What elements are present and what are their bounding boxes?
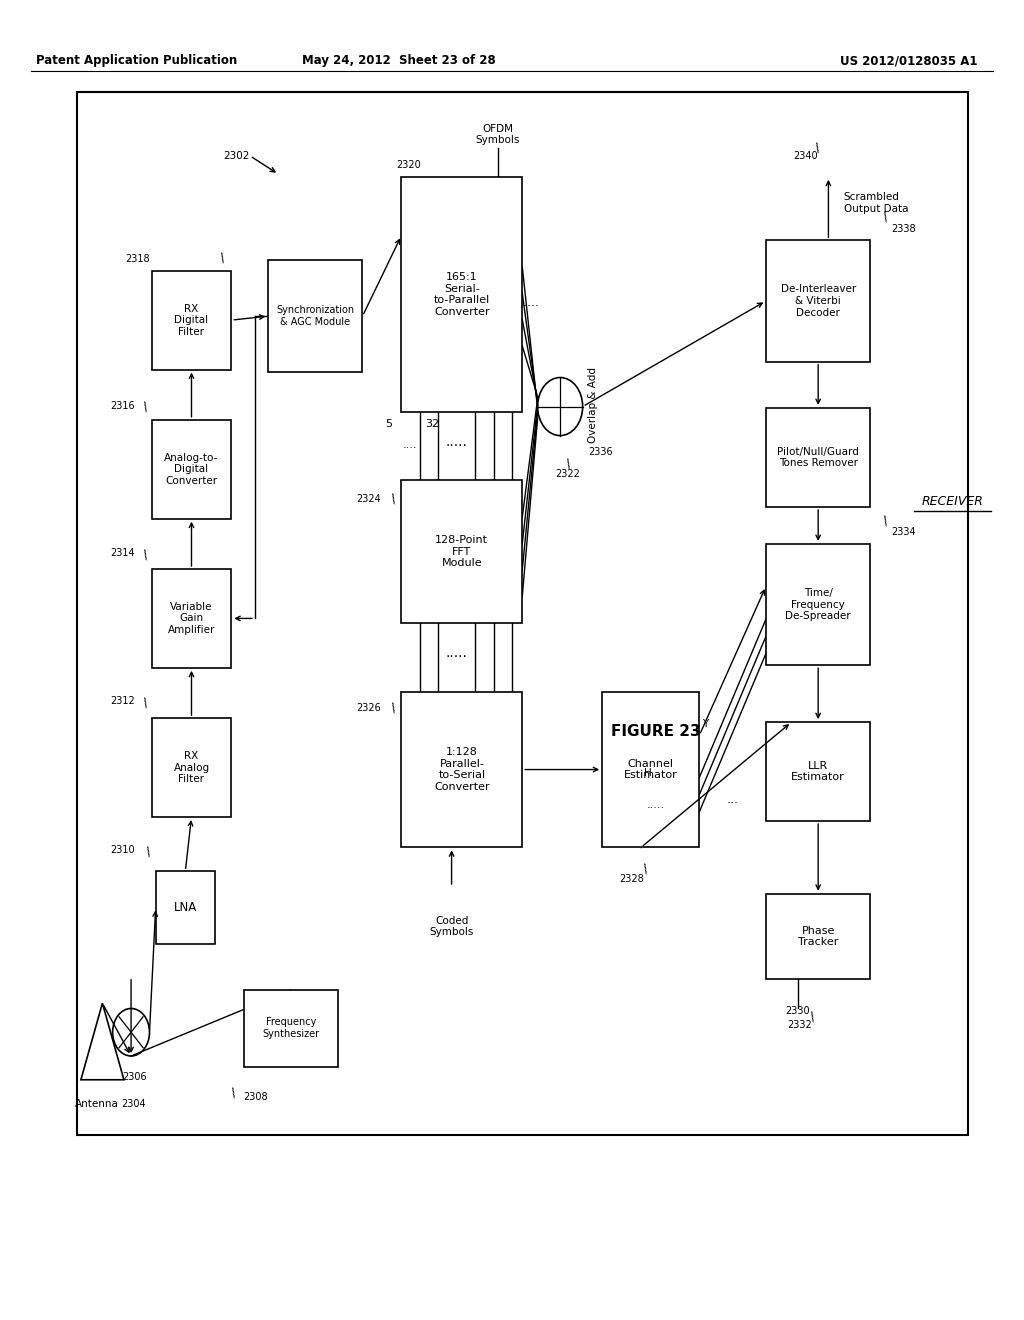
Text: 2308: 2308 [244,1092,268,1102]
Text: 2314: 2314 [111,548,135,558]
Text: Phase
Tracker: Phase Tracker [798,925,839,948]
FancyBboxPatch shape [766,722,870,821]
FancyBboxPatch shape [152,718,231,817]
Text: /: / [140,400,151,413]
Text: /: / [563,457,573,470]
Text: 2334: 2334 [891,527,915,537]
Text: /: / [641,862,650,875]
Text: /: / [143,845,154,858]
Text: May 24, 2012  Sheet 23 of 28: May 24, 2012 Sheet 23 of 28 [302,54,497,67]
Text: Overlap & Add: Overlap & Add [588,367,598,444]
Text: 2310: 2310 [111,845,135,855]
Text: FIGURE 23: FIGURE 23 [610,725,700,739]
Text: 2306: 2306 [122,1072,146,1082]
Text: 2340: 2340 [794,150,818,161]
Text: 2326: 2326 [356,702,381,713]
Text: ·····: ····· [445,651,468,664]
Text: 2324: 2324 [356,494,381,504]
Text: ·····: ····· [520,300,540,313]
Text: Coded
Symbols: Coded Symbols [429,916,474,937]
Text: ·····: ····· [445,440,468,453]
Text: Time/
Frequency
De-Spreader: Time/ Frequency De-Spreader [785,587,851,622]
Text: 2316: 2316 [111,400,135,411]
Text: .....: ..... [646,800,665,809]
Text: /: / [140,696,151,709]
Text: 1:128
Parallel-
to-Serial
Converter: 1:128 Parallel- to-Serial Converter [434,747,489,792]
Text: 5: 5 [386,418,392,429]
Text: /: / [881,210,891,223]
Text: /: / [389,701,399,714]
FancyBboxPatch shape [401,480,522,623]
Text: /: / [808,1010,818,1023]
Text: 2332: 2332 [787,1019,812,1030]
Text: /: / [813,141,823,154]
Text: 2312: 2312 [111,696,135,706]
Text: 2318: 2318 [125,253,150,264]
FancyBboxPatch shape [602,692,699,847]
FancyBboxPatch shape [766,544,870,665]
Text: ···: ··· [727,797,738,810]
Text: 32: 32 [425,418,439,429]
FancyBboxPatch shape [766,240,870,362]
FancyBboxPatch shape [766,408,870,507]
Text: 2338: 2338 [891,223,915,234]
Text: Pilot/Null/Guard
Tones Remover: Pilot/Null/Guard Tones Remover [777,446,859,469]
Text: 2322: 2322 [555,469,580,479]
Text: 2328: 2328 [618,874,644,884]
Text: Frequency
Synthesizer: Frequency Synthesizer [262,1018,319,1039]
Text: 2302: 2302 [223,150,250,161]
Text: OFDM
Symbols: OFDM Symbols [475,124,520,145]
FancyBboxPatch shape [156,871,215,944]
Text: Variable
Gain
Amplifier: Variable Gain Amplifier [168,602,215,635]
Text: /: / [140,548,151,561]
Text: 165:1
Serial-
to-Parallel
Converter: 165:1 Serial- to-Parallel Converter [434,272,489,317]
Text: 2336: 2336 [588,446,612,457]
Text: 128-Point
FFT
Module: 128-Point FFT Module [435,535,488,569]
Text: Channel
Estimator: Channel Estimator [624,759,678,780]
Text: US 2012/0128035 A1: US 2012/0128035 A1 [840,54,977,67]
Text: Patent Application Publication: Patent Application Publication [36,54,238,67]
Text: LLR
Estimator: LLR Estimator [792,760,845,783]
Text: 2304: 2304 [121,1098,145,1109]
Text: LNA: LNA [174,902,197,913]
Text: RECEIVER: RECEIVER [922,495,983,508]
Text: /: / [881,513,891,527]
Text: /: / [228,1086,239,1100]
Text: Y: Y [702,718,709,729]
Text: 2330: 2330 [785,1006,810,1016]
Text: Synchronization
& AGC Module: Synchronization & AGC Module [276,305,354,327]
FancyBboxPatch shape [401,177,522,412]
Text: H: H [644,768,652,777]
Text: Scrambled
Output Data: Scrambled Output Data [844,193,908,214]
FancyBboxPatch shape [766,894,870,979]
FancyBboxPatch shape [152,569,231,668]
FancyBboxPatch shape [152,271,231,370]
Text: ....: .... [402,440,417,450]
Text: /: / [389,492,399,506]
FancyBboxPatch shape [152,420,231,519]
Text: /: / [218,251,228,264]
FancyBboxPatch shape [244,990,338,1067]
Text: Analog-to-
Digital
Converter: Analog-to- Digital Converter [164,453,219,486]
Text: 2320: 2320 [396,160,421,170]
Text: Antenna: Antenna [76,1098,119,1109]
Text: RX
Digital
Filter: RX Digital Filter [174,304,209,337]
Text: RX
Analog
Filter: RX Analog Filter [173,751,210,784]
FancyBboxPatch shape [401,692,522,847]
Text: De-Interleaver
& Viterbi
Decoder: De-Interleaver & Viterbi Decoder [780,284,856,318]
FancyBboxPatch shape [268,260,362,372]
